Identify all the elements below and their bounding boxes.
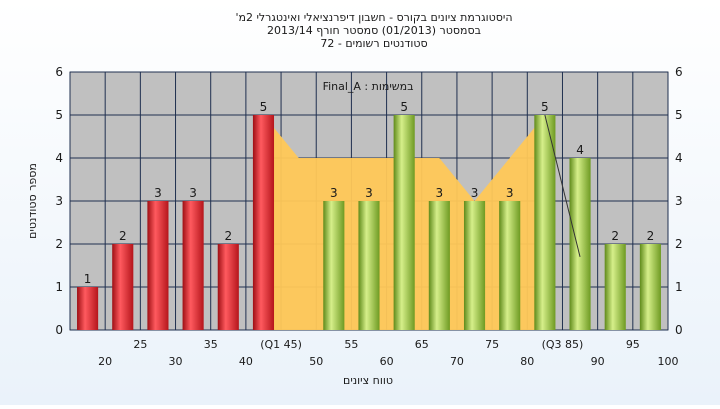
- bar-value-label: 3: [365, 186, 373, 200]
- x-axis-label: טווח ציונים: [343, 374, 393, 387]
- bar-value-label: 4: [576, 143, 584, 157]
- y-tick-label-left: 2: [55, 237, 63, 251]
- bar-value-label: 3: [506, 186, 514, 200]
- x-tick-label: 70: [450, 355, 464, 368]
- x-tick-label: 80: [520, 355, 534, 368]
- y-tick-label-left: 3: [55, 194, 63, 208]
- histogram-bar: [463, 201, 486, 330]
- x-tick-label: (Q1 45): [260, 338, 302, 351]
- chart-title-line-2: בסמסטר (01/2013) סמסטר חורף 2013/14: [267, 24, 481, 37]
- connector-line: [544, 114, 581, 258]
- x-tick-label: 40: [239, 355, 253, 368]
- x-tick-label: 25: [133, 338, 147, 351]
- y-tick-label-right: 2: [675, 237, 683, 251]
- y-tick-label-left: 4: [55, 151, 63, 165]
- chart-title-line-3: סטודנטים רשומים - 72: [320, 37, 427, 50]
- y-tick-label-right: 5: [675, 108, 683, 122]
- histogram-bar: [604, 244, 626, 330]
- x-tick-label: 100: [658, 355, 679, 368]
- chart-title-line-1: 'היסטוגרמת ציונים בקורס - חשבון דיפרנציא…: [235, 11, 512, 24]
- bar-value-label: 2: [119, 229, 127, 243]
- histogram-bar: [147, 201, 169, 330]
- bar-value-label: 3: [330, 186, 338, 200]
- x-tick-label: 75: [485, 338, 499, 351]
- x-tick-label: 60: [380, 355, 394, 368]
- bar-value-label: 2: [611, 229, 619, 243]
- bar-value-label: 3: [471, 186, 479, 200]
- bar-value-label: 5: [400, 100, 408, 114]
- bar-value-label: 3: [436, 186, 444, 200]
- histogram-bar: [182, 201, 204, 330]
- x-tick-label: 20: [98, 355, 112, 368]
- x-tick-label: 35: [204, 338, 218, 351]
- x-tick-label: 55: [344, 338, 358, 351]
- bar-value-label: 3: [154, 186, 162, 200]
- y-tick-label-right: 4: [675, 151, 683, 165]
- histogram-bar: [393, 115, 415, 330]
- x-tick-label: 30: [169, 355, 183, 368]
- y-tick-label-left: 5: [55, 108, 63, 122]
- x-tick-label: (Q3 85): [542, 338, 584, 351]
- y-tick-label-right: 6: [675, 65, 683, 79]
- histogram-bar: [569, 158, 591, 330]
- x-tick-label: 95: [626, 338, 640, 351]
- x-tick-label: 65: [415, 338, 429, 351]
- y-tick-label-right: 3: [675, 194, 683, 208]
- bar-value-label: 1: [84, 272, 92, 286]
- histogram-bar: [428, 201, 450, 330]
- y-tick-label-left: 0: [55, 323, 63, 337]
- bar-value-label: 3: [189, 186, 197, 200]
- histogram-bar: [358, 201, 380, 330]
- y-tick-label-right: 1: [675, 280, 683, 294]
- y-tick-label-left: 1: [55, 280, 63, 294]
- y-axis-label: מספר סטודנטים: [26, 163, 39, 239]
- bar-value-label: 2: [224, 229, 232, 243]
- y-tick-label-right: 0: [675, 323, 683, 337]
- x-tick-label: 50: [309, 355, 323, 368]
- x-tick-label: 90: [591, 355, 605, 368]
- histogram-bar: [112, 244, 134, 330]
- legend-label: Final_A : במשימות: [323, 80, 414, 93]
- y-tick-label-left: 6: [55, 65, 63, 79]
- histogram-bar: [252, 115, 275, 330]
- histogram-bar: [77, 287, 99, 330]
- histogram-bar: [534, 115, 556, 330]
- bar-value-label: 5: [260, 100, 268, 114]
- histogram-bar: [499, 201, 521, 330]
- histogram-bar: [639, 244, 661, 330]
- histogram-bar: [323, 201, 345, 330]
- histogram-bar: [217, 244, 239, 330]
- bar-value-label: 2: [647, 229, 655, 243]
- bar-value-label: 5: [541, 100, 549, 114]
